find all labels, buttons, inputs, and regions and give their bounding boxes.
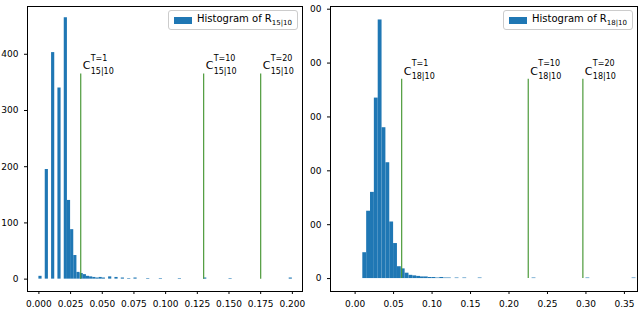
svg-text:C: C <box>585 65 593 78</box>
svg-text:0.125: 0.125 <box>184 299 210 309</box>
svg-text:0.025: 0.025 <box>58 299 84 309</box>
svg-text:0.25: 0.25 <box>537 299 557 309</box>
svg-text:C: C <box>530 65 538 78</box>
svg-text:0.175: 0.175 <box>248 299 274 309</box>
svg-text:100: 100 <box>310 220 322 230</box>
svg-text:C: C <box>206 59 214 72</box>
svg-text:C: C <box>263 59 271 72</box>
svg-text:0.150: 0.150 <box>216 299 242 309</box>
svg-text:300: 300 <box>1 105 18 115</box>
svg-text:C: C <box>404 65 412 78</box>
svg-text:15|10: 15|10 <box>214 67 237 76</box>
svg-text:18|10: 18|10 <box>593 72 616 81</box>
svg-text:100: 100 <box>1 218 18 228</box>
svg-text:0.15: 0.15 <box>461 299 481 309</box>
svg-text:T=10: T=10 <box>213 54 236 63</box>
svg-text:18|10: 18|10 <box>412 72 435 81</box>
svg-text:400: 400 <box>310 58 322 68</box>
svg-text:0.000: 0.000 <box>26 299 52 309</box>
svg-text:0.05: 0.05 <box>384 299 404 309</box>
html-text:Histogram of R15|10: Histogram of R15|10 <box>197 13 292 27</box>
svg-text:T=20: T=20 <box>592 59 615 68</box>
svg-text:18|10: 18|10 <box>538 72 561 81</box>
svg-text:0: 0 <box>13 274 19 284</box>
svg-text:400: 400 <box>1 49 18 59</box>
svg-text:0.00: 0.00 <box>345 299 365 309</box>
svg-text:200: 200 <box>310 166 322 176</box>
svg-text:T=20: T=20 <box>270 54 293 63</box>
svg-text:0.075: 0.075 <box>121 299 147 309</box>
svg-text:200: 200 <box>1 162 18 172</box>
html-text:Histogram of R18|10: Histogram of R18|10 <box>532 13 627 27</box>
svg-text:0.050: 0.050 <box>89 299 115 309</box>
svg-text:15|10: 15|10 <box>91 67 114 76</box>
svg-text:0.20: 0.20 <box>499 299 519 309</box>
svg-text:0.30: 0.30 <box>576 299 596 309</box>
svg-text:0.100: 0.100 <box>153 299 179 309</box>
svg-text:T=1: T=1 <box>411 59 429 68</box>
svg-text:0.10: 0.10 <box>422 299 442 309</box>
svg-text:0: 0 <box>316 273 322 283</box>
svg-text:300: 300 <box>310 112 322 122</box>
svg-text:0.35: 0.35 <box>614 299 634 309</box>
svg-text:T=1: T=1 <box>90 54 108 63</box>
svg-text:0.200: 0.200 <box>279 299 305 309</box>
svg-text:15|10: 15|10 <box>271 67 294 76</box>
svg-text:500: 500 <box>310 4 322 14</box>
svg-text:C: C <box>83 59 91 72</box>
svg-text:T=10: T=10 <box>537 59 560 68</box>
